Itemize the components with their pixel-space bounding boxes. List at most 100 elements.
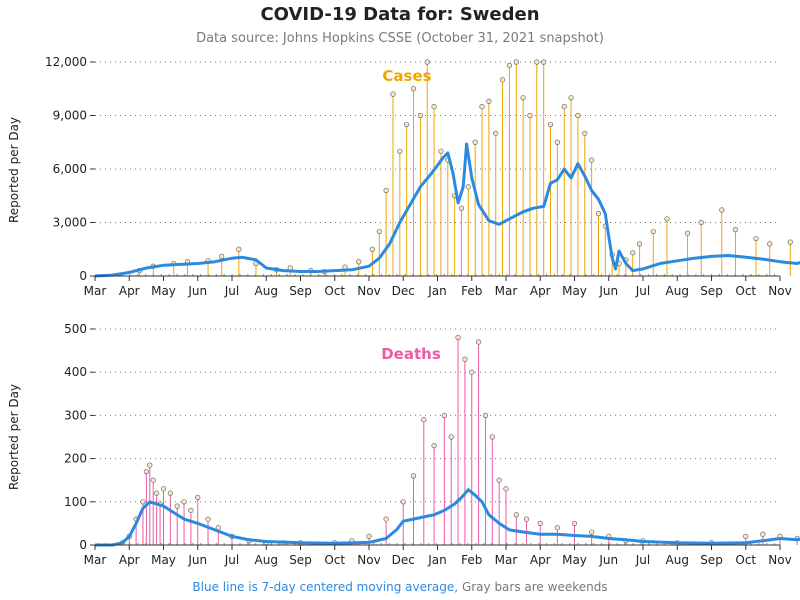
- cases-x-tick-label: Apr: [119, 284, 140, 298]
- deaths-daily-point: [400, 499, 406, 505]
- cases-daily-point: [650, 228, 656, 235]
- cases-y-axis-label: Reported per Day: [7, 117, 21, 223]
- deaths-daily-point: [496, 477, 502, 483]
- deaths-daily-point: [140, 499, 146, 505]
- cases-x-tick-label: Dec: [392, 284, 415, 298]
- cases-daily-point: [356, 259, 362, 265]
- deaths-x-tick-label: Aug: [666, 553, 689, 567]
- deaths-daily-point: [167, 490, 173, 496]
- deaths-daily-point: [160, 486, 167, 492]
- cases-daily-point: [698, 219, 704, 226]
- cases-x-tick-label: Apr: [530, 284, 551, 298]
- deaths-daily-point: [503, 486, 509, 492]
- deaths-y-tick-label: 200: [64, 452, 87, 466]
- cases-daily-point: [513, 59, 519, 65]
- deaths-daily-point: [760, 531, 766, 537]
- cases-daily-point: [732, 227, 739, 233]
- cases-daily-point: [595, 210, 602, 217]
- cases-daily-point: [417, 112, 423, 119]
- deaths-daily-point: [205, 516, 211, 522]
- deaths-x-tick-label: Nov: [357, 553, 380, 567]
- cases-daily-point: [547, 121, 554, 128]
- cases-daily-point: [506, 62, 513, 69]
- deaths-y-tick-label: 0: [79, 538, 87, 552]
- cases-daily-point: [527, 112, 533, 119]
- cases-daily-point: [404, 121, 410, 128]
- deaths-daily-point: [476, 339, 482, 345]
- deaths-daily-point: [383, 516, 389, 522]
- cases-daily-point: [589, 157, 595, 163]
- cases-x-tick-label: Jan: [427, 284, 447, 298]
- cases-x-tick-label: May: [562, 284, 587, 298]
- deaths-daily-point: [469, 369, 475, 375]
- cases-daily-point: [431, 103, 437, 110]
- deaths-daily-point: [181, 499, 187, 505]
- cases-x-tick-label: Sep: [289, 284, 312, 298]
- deaths-x-tick-label: May: [151, 553, 176, 567]
- cases-x-tick-label: Oct: [735, 284, 756, 298]
- cases-daily-point: [719, 207, 725, 213]
- deaths-x-tick-label: Oct: [324, 553, 345, 567]
- deaths-y-tick-label: 400: [64, 365, 87, 379]
- deaths-daily-point: [537, 520, 543, 527]
- cases-daily-point: [787, 239, 793, 245]
- deaths-y-tick-label: 100: [64, 495, 87, 509]
- cases-daily-point: [520, 95, 526, 101]
- deaths-daily-point: [489, 434, 495, 440]
- deaths-y-tick-label: 300: [64, 408, 87, 422]
- chart-footer: Blue line is 7-day centered moving avera…: [0, 580, 800, 594]
- deaths-x-tick-label: Mar: [495, 553, 518, 567]
- cases-daily-point: [575, 112, 581, 119]
- deaths-daily-point: [455, 335, 461, 341]
- cases-daily-point: [219, 253, 225, 259]
- deaths-x-tick-label: Aug: [255, 553, 278, 567]
- deaths-daily-point: [188, 507, 194, 514]
- cases-x-tick-label: May: [151, 284, 176, 298]
- cases-daily-point: [458, 205, 465, 211]
- cases-daily-point: [410, 86, 417, 92]
- cases-daily-point: [369, 246, 376, 252]
- cases-daily-point: [383, 187, 389, 193]
- cases-daily-point: [568, 95, 574, 101]
- cases-daily-point: [753, 235, 759, 242]
- cases-x-tick-label: Mar: [495, 284, 518, 298]
- deaths-x-tick-label: Jul: [224, 553, 239, 567]
- deaths-x-tick-label: Jun: [187, 553, 207, 567]
- deaths-daily-point: [366, 533, 372, 539]
- cases-daily-point: [582, 130, 588, 136]
- deaths-daily-point: [154, 490, 160, 496]
- cases-series-label: Cases: [382, 67, 431, 85]
- deaths-x-tick-label: Nov: [768, 553, 791, 567]
- deaths-average-line: [95, 488, 800, 547]
- cases-average-line: [94, 142, 800, 278]
- deaths-x-tick-label: Jan: [427, 553, 447, 567]
- cases-daily-point: [424, 59, 430, 65]
- cases-daily-point: [486, 98, 492, 104]
- cases-x-tick-label: Mar: [84, 284, 107, 298]
- cases-daily-point: [465, 184, 471, 190]
- deaths-daily-point: [743, 533, 749, 539]
- deaths-x-tick-label: Apr: [530, 553, 551, 567]
- deaths-x-tick-label: Oct: [735, 553, 756, 567]
- cases-daily-point: [767, 241, 773, 247]
- deaths-y-axis-label: Reported per Day: [7, 384, 21, 490]
- deaths-daily-point: [448, 434, 454, 440]
- deaths-daily-point: [410, 473, 417, 479]
- cases-y-tick-label: 3,000: [53, 216, 87, 230]
- cases-daily-point: [636, 241, 643, 247]
- deaths-x-tick-label: Dec: [392, 553, 415, 567]
- cases-daily-point: [376, 228, 382, 235]
- cases-daily-point: [479, 103, 485, 110]
- cases-y-tick-label: 6,000: [53, 162, 87, 176]
- page-subtitle: Data source: Johns Hopkins CSSE (October…: [196, 31, 604, 46]
- cases-x-tick-label: Aug: [255, 284, 278, 298]
- cases-x-tick-label: Aug: [666, 284, 689, 298]
- deaths-daily-point: [195, 494, 201, 501]
- cases-daily-point: [236, 246, 242, 252]
- cases-daily-point: [684, 230, 691, 236]
- footer-average-note: Blue line is 7-day centered moving avera…: [192, 580, 459, 594]
- cases-x-tick-label: Nov: [768, 284, 791, 298]
- cases-x-tick-label: Oct: [324, 284, 345, 298]
- deaths-daily-point: [174, 503, 180, 509]
